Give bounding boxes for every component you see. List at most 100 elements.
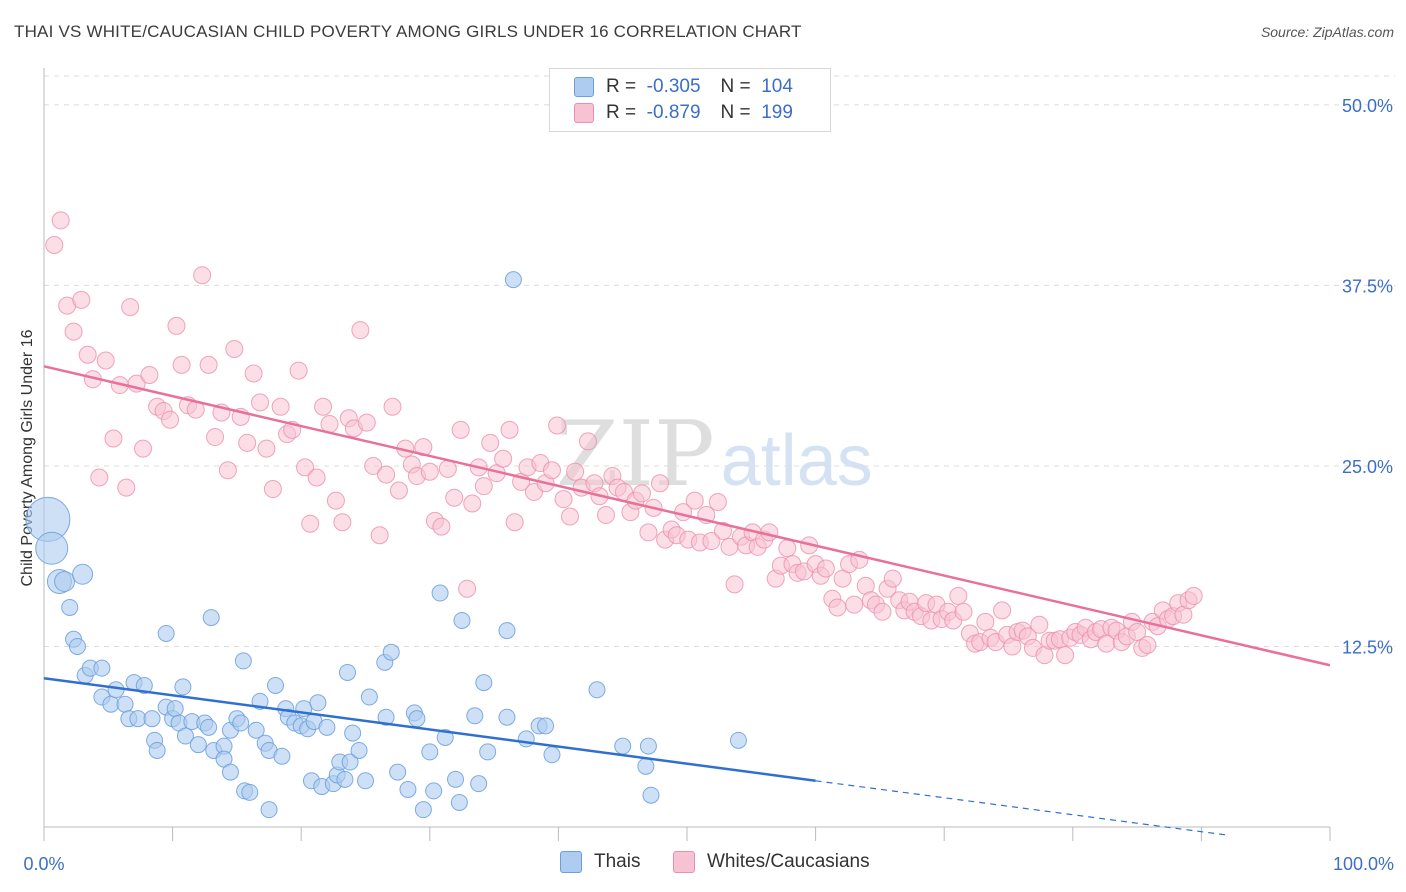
thai-trend-extension: [815, 780, 1228, 836]
white-caucasian-point: [714, 521, 733, 540]
legend-item-whites[interactable]: Whites/Caucasians: [673, 851, 870, 873]
white-caucasian-point: [90, 468, 109, 487]
white-caucasian-point: [463, 494, 482, 513]
white-caucasian-point: [954, 602, 973, 621]
white-caucasian-point: [351, 321, 370, 340]
thai-point: [475, 674, 493, 692]
thai-point: [466, 707, 484, 725]
thai-point: [338, 663, 356, 681]
white-caucasian-point: [72, 290, 91, 309]
thai-point: [637, 757, 655, 775]
thai-point: [202, 609, 220, 627]
white-caucasian-point: [474, 477, 493, 496]
white-caucasian-point: [244, 364, 263, 383]
thai-point: [498, 622, 516, 640]
watermark-atlas: atlas: [720, 421, 873, 501]
thai-point: [336, 770, 354, 788]
white-caucasian-point: [458, 579, 477, 598]
white-caucasian-point: [45, 235, 64, 254]
white-caucasian-point: [134, 439, 153, 458]
thai-point: [642, 786, 660, 804]
thai-point: [166, 700, 184, 718]
white-caucasian-point: [873, 602, 892, 621]
thai-point: [450, 793, 468, 811]
white-caucasian-point: [949, 586, 968, 605]
white-caucasian-point: [333, 513, 352, 532]
thai-point: [176, 727, 194, 745]
thai-point: [273, 747, 291, 765]
white-caucasian-point: [1138, 636, 1157, 655]
white-caucasian-point: [432, 517, 451, 536]
white-caucasian-point: [377, 465, 396, 484]
thai-point: [129, 710, 147, 728]
white-caucasian-point: [326, 491, 345, 510]
white-caucasian-point: [357, 413, 376, 432]
thai-point: [143, 710, 161, 728]
thai-point: [247, 721, 265, 739]
white-caucasian-point: [78, 345, 97, 364]
thai-point: [389, 763, 407, 781]
thai-r-label: R =: [606, 76, 637, 97]
legend-thais-swatch: [560, 851, 582, 873]
thai-point: [234, 652, 252, 670]
thai-point: [344, 724, 362, 742]
legend-item-thais[interactable]: Thais: [560, 851, 640, 873]
white-caucasian-point: [263, 480, 282, 499]
white-caucasian-points: [45, 211, 1203, 665]
series-legend: Thais Whites/Caucasians: [0, 851, 1406, 877]
thai-point: [241, 783, 259, 801]
thai-point: [382, 643, 400, 661]
white-caucasian-point: [314, 397, 333, 416]
white-caucasian-point: [481, 433, 500, 452]
thai-point: [135, 676, 153, 694]
white-caucasian-point: [140, 365, 159, 384]
y-tick-label: 25.0%: [1342, 457, 1393, 477]
white-caucasian-point: [451, 420, 470, 439]
thai-point: [377, 708, 395, 726]
thai-point: [614, 737, 632, 755]
thai-point: [102, 695, 120, 713]
thai-trend-line: [43, 677, 816, 783]
white-caucasian-point: [578, 432, 597, 451]
white-caucasian-point: [596, 506, 615, 525]
thai-n-value: 104: [761, 76, 793, 97]
white-caucasian-point: [420, 462, 439, 481]
white-caucasian-point: [104, 429, 123, 448]
white-caucasian-point: [364, 456, 383, 475]
white-r-label: R =: [606, 102, 637, 123]
thai-point: [35, 531, 69, 565]
thai-point: [260, 801, 278, 819]
legend-whites-swatch: [673, 851, 695, 873]
white-caucasian-point: [816, 559, 835, 578]
white-caucasian-point: [566, 462, 585, 481]
white-caucasian-point: [542, 461, 561, 480]
thai-point: [414, 801, 432, 819]
white-caucasian-point: [993, 601, 1012, 620]
thai-point: [360, 688, 378, 706]
thai-point: [431, 584, 449, 602]
white-caucasian-point: [389, 481, 408, 500]
thai-point: [399, 780, 417, 798]
thai-point: [116, 695, 134, 713]
thai-point: [61, 598, 79, 616]
x-tick-label: 100.0%: [1333, 854, 1394, 874]
thai-point: [729, 731, 747, 749]
thai-point: [174, 678, 192, 696]
thai-point: [189, 736, 207, 754]
white-caucasian-point: [271, 397, 290, 416]
white-caucasian-point: [554, 490, 573, 509]
thai-point: [221, 763, 239, 781]
thai-point: [543, 746, 561, 764]
thai-point: [200, 718, 218, 736]
thai-point: [498, 708, 516, 726]
chart-title: THAI VS WHITE/CAUCASIAN CHILD POVERTY AM…: [14, 22, 802, 41]
thai-point: [341, 753, 359, 771]
chart-source: Source: ZipAtlas.com: [1260, 24, 1394, 40]
white-caucasian-point: [438, 459, 457, 478]
white-caucasian-point: [193, 266, 212, 285]
thai-point: [447, 770, 465, 788]
white-swatch: [574, 103, 594, 123]
y-tick-label: 50.0%: [1342, 96, 1393, 116]
tick-labels: 12.5% 25.0% 37.5% 50.0% 0.0% 100.0%: [23, 96, 1394, 874]
